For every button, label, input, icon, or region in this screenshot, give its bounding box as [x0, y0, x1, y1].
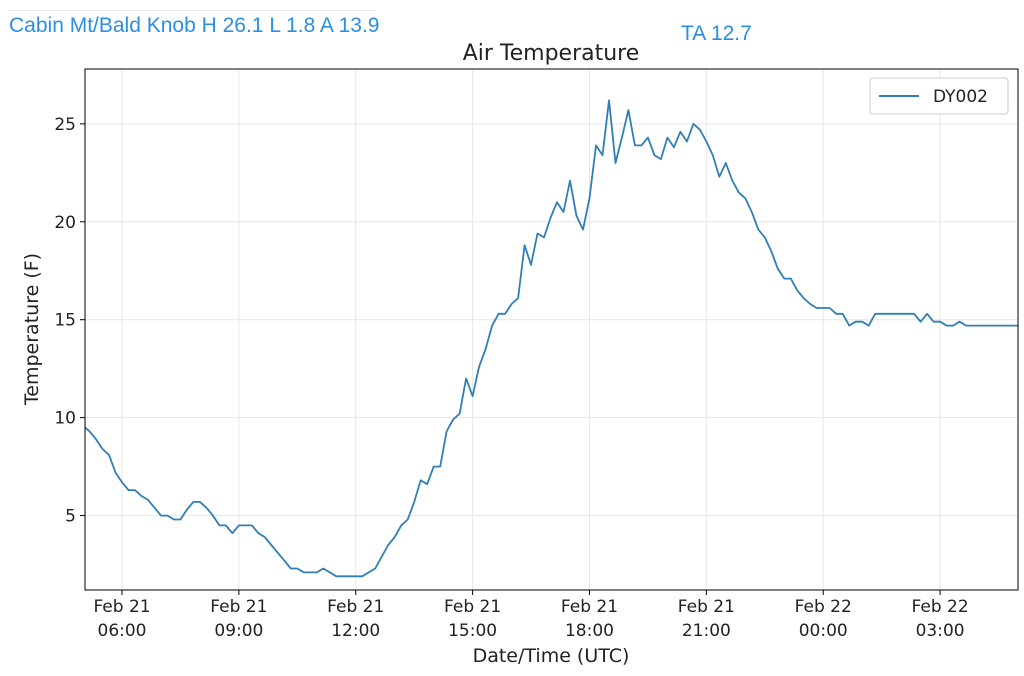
- y-tick-label: 10: [54, 409, 76, 429]
- chart-title: Air Temperature: [463, 41, 640, 66]
- y-axis-label: Temperature (F): [21, 253, 43, 406]
- x-tick-label-date: Feb 21: [210, 597, 267, 617]
- y-tick-label: 20: [54, 213, 76, 233]
- legend-label: DY002: [933, 87, 988, 107]
- y-tick-label: 5: [65, 507, 76, 527]
- legend-box: [869, 77, 1009, 115]
- y-tick-label: 15: [54, 311, 76, 331]
- x-tick-label-time: 03:00: [916, 621, 965, 641]
- x-tick-label-date: Feb 22: [795, 597, 852, 617]
- x-tick-label-time: 21:00: [682, 621, 731, 641]
- x-tick-label-time: 06:00: [98, 621, 147, 641]
- header-divider: [9, 10, 375, 11]
- y-axis: 5 10 15 20 25: [54, 115, 85, 527]
- x-tick-label-time: 12:00: [331, 621, 380, 641]
- x-tick-label-date: Feb 22: [912, 597, 969, 617]
- x-tick-label-date: Feb 21: [327, 597, 384, 617]
- x-axis: Feb 21 06:00 Feb 21 09:00 Feb 21 12:00 Feb 21 1…: [93, 590, 969, 641]
- y-tick-label: 25: [54, 115, 76, 135]
- x-tick-label-date: Feb 21: [678, 597, 735, 617]
- x-tick-label-date: Feb 21: [444, 597, 501, 617]
- legend: DY002: [869, 77, 1009, 115]
- ta-readout: TA 12.7: [681, 22, 752, 45]
- x-tick-label-time: 15:00: [448, 621, 497, 641]
- x-tick-label-time: 09:00: [214, 621, 263, 641]
- x-tick-label-time: 18:00: [565, 621, 614, 641]
- x-axis-label: Date/Time (UTC): [473, 645, 630, 667]
- station-summary: Cabin Mt/Bald Knob H 26.1 L 1.8 A 13.9: [9, 14, 380, 37]
- series-layer: [84, 99, 1018, 578]
- series-line-dy002: [84, 99, 1018, 578]
- grid: [85, 69, 1018, 590]
- x-tick-label-time: 00:00: [799, 621, 848, 641]
- x-tick-label-date: Feb 21: [561, 597, 618, 617]
- plot-frame: [84, 68, 1019, 591]
- x-tick-label-date: Feb 21: [93, 597, 150, 617]
